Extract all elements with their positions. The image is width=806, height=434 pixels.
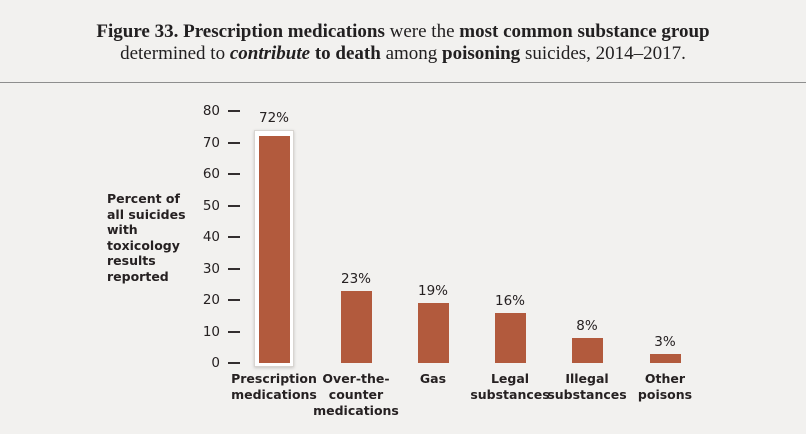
title-segment: poisoning (442, 42, 521, 64)
y-tick-label: 40 (202, 229, 220, 245)
bar-category-label: Over-the- counter medications (313, 371, 399, 418)
title-divider-line (0, 82, 806, 83)
y-axis-tick: 40 (180, 229, 240, 245)
figure-title-line1: Figure 33. Prescription medications were… (96, 21, 709, 43)
y-tick-label: 50 (202, 197, 220, 214)
title-segment: determined to (120, 42, 230, 64)
y-tick-mark (228, 236, 240, 238)
y-tick-mark (228, 173, 240, 175)
y-tick-label: 60 (202, 166, 220, 182)
y-tick-label: 30 (202, 260, 220, 277)
y-tick-label: 10 (202, 323, 220, 340)
y-axis-tick: 80 (180, 103, 240, 119)
y-tick-mark (228, 299, 240, 301)
bar (494, 313, 526, 363)
y-tick-label: 80 (202, 103, 220, 119)
bar (571, 338, 603, 363)
bar-category-label: Prescription medications (231, 371, 317, 402)
bar-category-label: Other poisons (637, 371, 693, 402)
y-axis-tick: 0 (180, 355, 240, 371)
y-tick-label: 20 (202, 292, 220, 308)
bar-category-label: Legal substances (470, 371, 550, 402)
y-tick-mark (228, 204, 240, 207)
title-segment: were the (384, 20, 460, 42)
title-segment: Figure 33. Prescription medications (96, 20, 385, 42)
y-tick-label: 0 (211, 355, 220, 371)
bar-value-label: 8% (576, 318, 598, 334)
bar-value-label: 23% (340, 271, 371, 287)
y-tick-mark (228, 267, 240, 270)
y-axis-tick: 20 (180, 292, 240, 308)
bar-category-label: Gas (419, 371, 447, 386)
figure-title-line2: determined to contribute to death among … (120, 43, 686, 65)
y-axis-tick: 30 (180, 260, 240, 277)
y-axis-tick: 60 (180, 166, 240, 182)
bar (258, 136, 290, 363)
figure-title: Figure 33. Prescription medications were… (0, 0, 806, 82)
title-segment: suicides, 2014–2017. (520, 42, 686, 64)
bar-value-label: 19% (417, 283, 448, 299)
bar-category-label: Illegal substances (547, 371, 627, 402)
title-segment: to death (310, 42, 381, 64)
bar (340, 291, 372, 363)
bar (417, 303, 449, 363)
y-tick-mark (228, 362, 240, 364)
y-tick-label: 70 (202, 134, 220, 151)
bar-value-label: 16% (494, 293, 525, 309)
y-tick-mark (228, 110, 240, 112)
bar-value-label: 72% (258, 110, 289, 126)
y-axis-label: Percent of all suicides with toxicology … (107, 191, 186, 284)
title-segment: contribute (229, 42, 311, 64)
y-axis-tick: 10 (180, 323, 240, 340)
title-segment: most common substance group (459, 20, 710, 42)
bar (649, 354, 681, 363)
title-segment: among (380, 42, 443, 64)
y-axis-tick: 70 (180, 134, 240, 151)
y-axis-tick: 50 (180, 197, 240, 214)
y-tick-mark (228, 141, 240, 144)
bar-value-label: 3% (654, 334, 676, 350)
y-tick-mark (228, 330, 240, 333)
